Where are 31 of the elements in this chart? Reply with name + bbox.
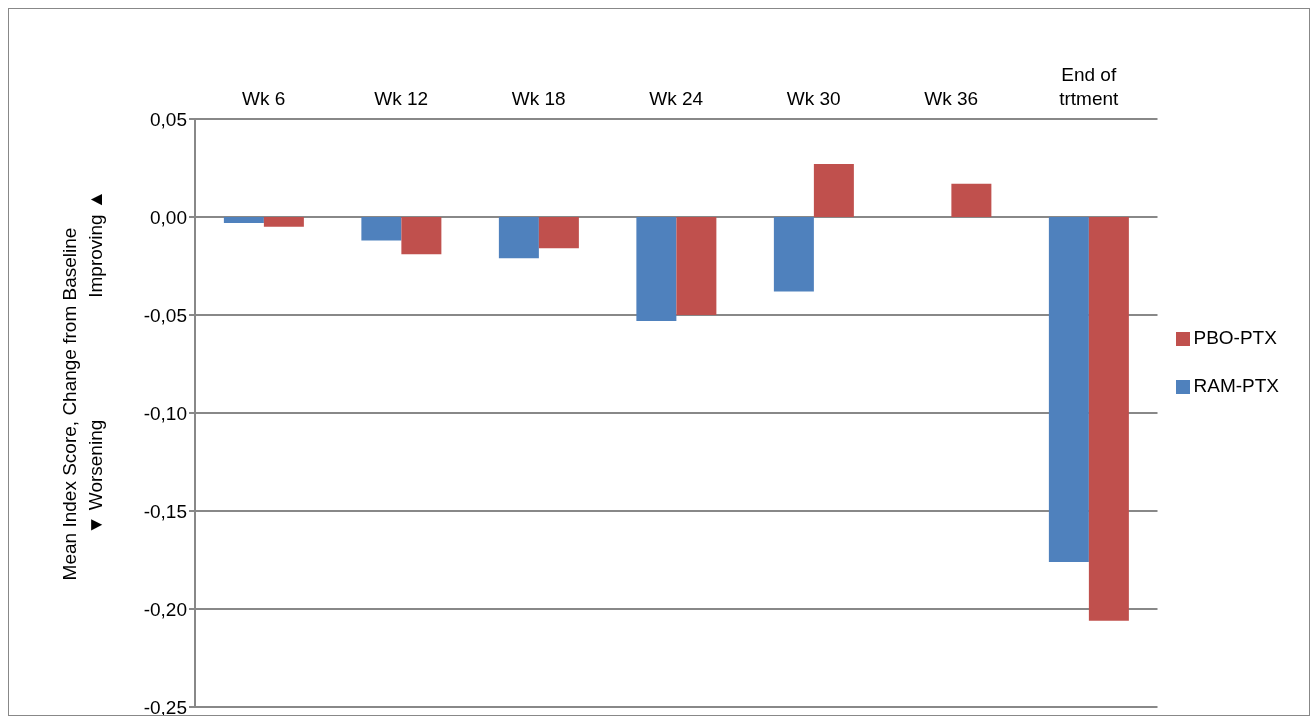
x-tick-label: Wk 30	[786, 88, 841, 109]
y-tick-label: 0,05	[150, 108, 187, 130]
bar	[263, 217, 304, 227]
x-tick-label: Wk 12	[374, 88, 429, 109]
x-tick-label: Wk 36	[924, 88, 979, 109]
bar	[1048, 217, 1089, 562]
bar	[773, 217, 814, 292]
y-tick-label: 0,00	[150, 206, 187, 228]
bar	[636, 217, 677, 321]
y-tick-label: -0,20	[143, 598, 187, 620]
y-tick-label: -0,05	[143, 304, 187, 326]
bar	[498, 217, 539, 259]
bar	[361, 217, 402, 241]
legend-label: PBO-PTX	[1193, 327, 1277, 348]
legend-label: RAM-PTX	[1193, 375, 1279, 396]
y-tick-label: -0,10	[143, 402, 187, 424]
x-tick-label: Wk 6	[242, 88, 286, 109]
bar	[223, 217, 264, 223]
bar	[813, 164, 854, 217]
x-tick-label: Wk 24	[649, 88, 704, 109]
bar	[951, 183, 992, 217]
bar	[1088, 217, 1129, 621]
y-tick-label: -0,15	[143, 500, 187, 522]
bar	[676, 217, 717, 315]
y-axis-title: Mean Index Score, Change from Baseline	[59, 227, 80, 581]
text: ▼ Worsening	[85, 419, 106, 535]
bar	[401, 217, 442, 255]
bar	[538, 217, 579, 249]
x-tick-label: End of trtment	[1059, 64, 1120, 109]
x-tick-label: Wk 18	[511, 88, 566, 109]
text: Improving ▲	[85, 190, 106, 298]
